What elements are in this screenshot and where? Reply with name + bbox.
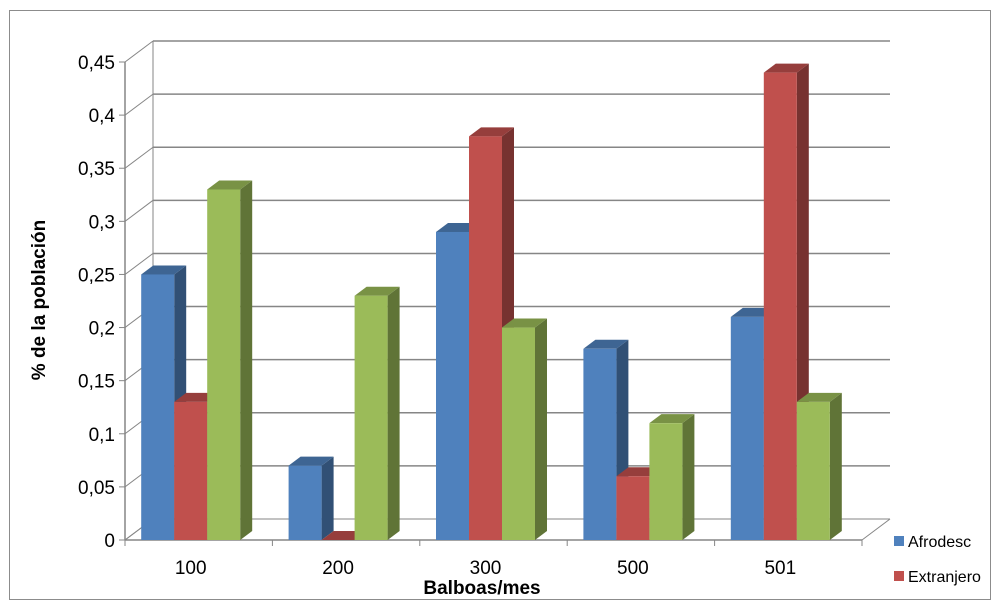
bar-afrodesc-200 xyxy=(288,456,334,540)
bar-top xyxy=(583,339,629,349)
y-axis-title: % de la población xyxy=(29,220,50,380)
side-wall-line xyxy=(124,93,154,116)
bar-top xyxy=(502,318,547,328)
y-tick-labels: 0 0,05 0,1 0,15 0,2 0,25 0,3 0,35 0,4 0,45 xyxy=(78,53,115,552)
y-tick-label: 0,1 xyxy=(89,425,115,446)
x-tick-label: 200 xyxy=(322,558,354,579)
bar-front xyxy=(141,274,175,540)
bar-front xyxy=(436,231,469,540)
legend-swatch xyxy=(894,536,904,546)
y-tick-label: 0,05 xyxy=(78,478,115,499)
bar-side xyxy=(535,318,547,540)
bar-front xyxy=(649,423,683,540)
y-tick-label: 0,4 xyxy=(89,106,116,127)
side-wall-line xyxy=(124,146,154,169)
bar-top xyxy=(288,456,334,466)
y-tick-label: 0,45 xyxy=(78,53,115,74)
bar-top xyxy=(469,127,514,137)
bar-indigena-500 xyxy=(649,414,695,540)
bar-front xyxy=(502,327,535,540)
bar-side xyxy=(387,286,400,540)
bar-front xyxy=(730,316,764,540)
bar-front xyxy=(288,465,322,540)
x-tick-label: 501 xyxy=(764,558,796,579)
bar-front xyxy=(469,136,502,540)
x-tick-label: 500 xyxy=(617,558,649,579)
bar-extranjero-501 xyxy=(763,63,809,540)
y-tick-label: 0,2 xyxy=(89,319,115,340)
bar-indigena-300 xyxy=(502,318,547,540)
side-wall-line xyxy=(124,199,154,222)
bar-top xyxy=(649,414,695,424)
bar-side xyxy=(321,456,334,540)
bar-top xyxy=(141,265,187,275)
bar-front xyxy=(763,72,797,540)
y-tick-label: 0 xyxy=(104,531,115,552)
legend-label: Extranjero xyxy=(908,569,981,586)
y-tick-label: 0,15 xyxy=(78,372,115,393)
bar-indigena-100 xyxy=(207,180,253,540)
bar-side xyxy=(682,414,695,540)
side-wall-line xyxy=(124,40,154,63)
x-tick-label: 100 xyxy=(175,558,207,579)
bar-side xyxy=(240,180,253,540)
y-tick-label: 0,3 xyxy=(89,212,115,233)
bar-front xyxy=(616,476,650,540)
legend-swatch xyxy=(894,571,904,581)
x-axis-title: Balboas/mes xyxy=(423,578,540,599)
legend: AfrodescExtranjeroIndigena xyxy=(894,534,981,586)
bar-afrodesc-500 xyxy=(583,339,629,540)
bar-top xyxy=(354,286,400,296)
x-tick-label: 300 xyxy=(470,558,502,579)
bar-side xyxy=(829,392,842,540)
bar-indigena-200 xyxy=(354,286,400,540)
bar-indigena-501 xyxy=(796,392,842,540)
bar-front xyxy=(207,189,241,540)
bar-top xyxy=(207,180,253,190)
bar-top xyxy=(796,392,842,402)
bar-front xyxy=(583,348,617,540)
bar-front xyxy=(796,401,830,540)
bar-front xyxy=(354,295,388,540)
legend-label: Afrodesc xyxy=(908,534,971,551)
bars xyxy=(141,63,842,540)
bar-front xyxy=(174,401,208,540)
side-wall-line xyxy=(124,253,154,275)
bar-top xyxy=(763,63,809,73)
y-tick-label: 0,35 xyxy=(78,159,115,180)
y-tick-label: 0,25 xyxy=(78,265,115,286)
floor-right-edge xyxy=(861,518,891,541)
x-tick-labels: 100 200 300 500 501 xyxy=(175,558,796,579)
